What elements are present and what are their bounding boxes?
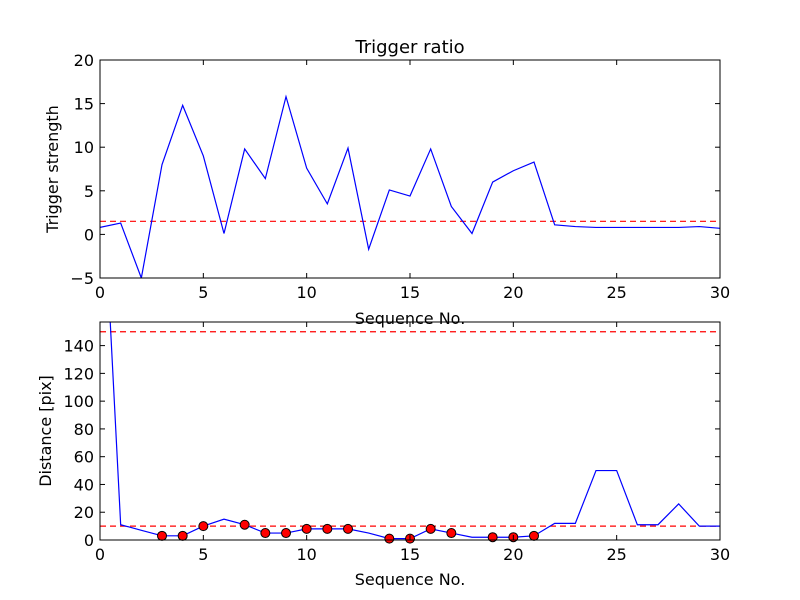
bottom-data-point [487,532,498,543]
top-y-axis-label: Trigger strength [43,105,62,234]
bottom-x-tick-label: 25 [606,545,626,564]
bottom-data-point [425,523,436,534]
bottom-data-point [529,530,539,541]
bottom-y-tick-label: 60 [74,448,94,467]
bottom-data-point [177,530,188,541]
bottom-subplot: 0 5 10 15 20 25 30 0 20 40 60 80 100 120 140 Sequence… [36,321,730,589]
bottom-markers [157,519,539,544]
bottom-data-point [198,521,209,532]
bottom-data-point [446,528,457,539]
bottom-data-point [281,528,291,539]
bottom-y-tick-label: 120 [63,364,94,383]
top-series [100,94,720,278]
bottom-y-tick-label: 140 [63,337,94,356]
bottom-series [109,322,720,540]
top-series-line [100,94,720,278]
top-x-tick-label: 0 [95,283,105,302]
bottom-x-tick-label: 0 [95,545,105,564]
top-x-tick-label: 25 [606,283,626,302]
top-x-axis-label: Sequence No. [355,309,466,328]
top-y-ticks: −5 0 5 10 15 20 [70,51,720,288]
bottom-data-point [157,530,167,541]
top-y-tick-label: 5 [84,182,94,201]
bottom-data-point [301,523,312,534]
bottom-x-ticks: 0 5 10 15 20 25 30 [95,322,730,564]
bottom-data-point [260,528,271,539]
bottom-x-tick-label: 30 [710,545,730,564]
top-x-tick-label: 15 [400,283,420,302]
bottom-x-tick-label: 15 [400,545,420,564]
top-x-tick-label: 5 [198,283,208,302]
bottom-y-tick-label: 0 [84,531,94,550]
bottom-y-ticks: 0 20 40 60 80 100 120 140 [63,337,720,550]
bottom-x-tick-label: 10 [296,545,316,564]
top-y-tick-label: 20 [74,51,94,70]
bottom-data-point [322,523,333,534]
bottom-data-point [239,519,250,530]
top-x-tick-label: 10 [296,283,316,302]
bottom-plot-frame [99,321,721,541]
bottom-x-tick-label: 5 [198,545,208,564]
bottom-data-point [384,533,395,544]
bottom-y-tick-label: 40 [74,475,94,494]
top-x-tick-label: 20 [503,283,523,302]
bottom-x-axis-label: Sequence No. [355,570,466,589]
top-x-ticks: 0 5 10 15 20 25 30 [95,60,730,302]
top-y-tick-label: 15 [74,95,94,114]
bottom-x-tick-label: 20 [503,545,523,564]
bottom-y-tick-label: 100 [63,392,94,411]
bottom-series-line [109,322,720,540]
bottom-y-tick-label: 20 [74,503,94,522]
top-y-tick-label: 10 [74,138,94,157]
top-y-tick-label: 0 [84,225,94,244]
top-plot-frame [99,59,721,279]
bottom-data-point [343,523,353,534]
bottom-y-axis-label: Distance [pix] [36,375,55,487]
top-x-tick-label: 30 [710,283,730,302]
bottom-y-tick-label: 80 [74,420,94,439]
top-chart-title: Trigger ratio [354,37,464,58]
top-y-tick-label: −5 [70,269,94,288]
